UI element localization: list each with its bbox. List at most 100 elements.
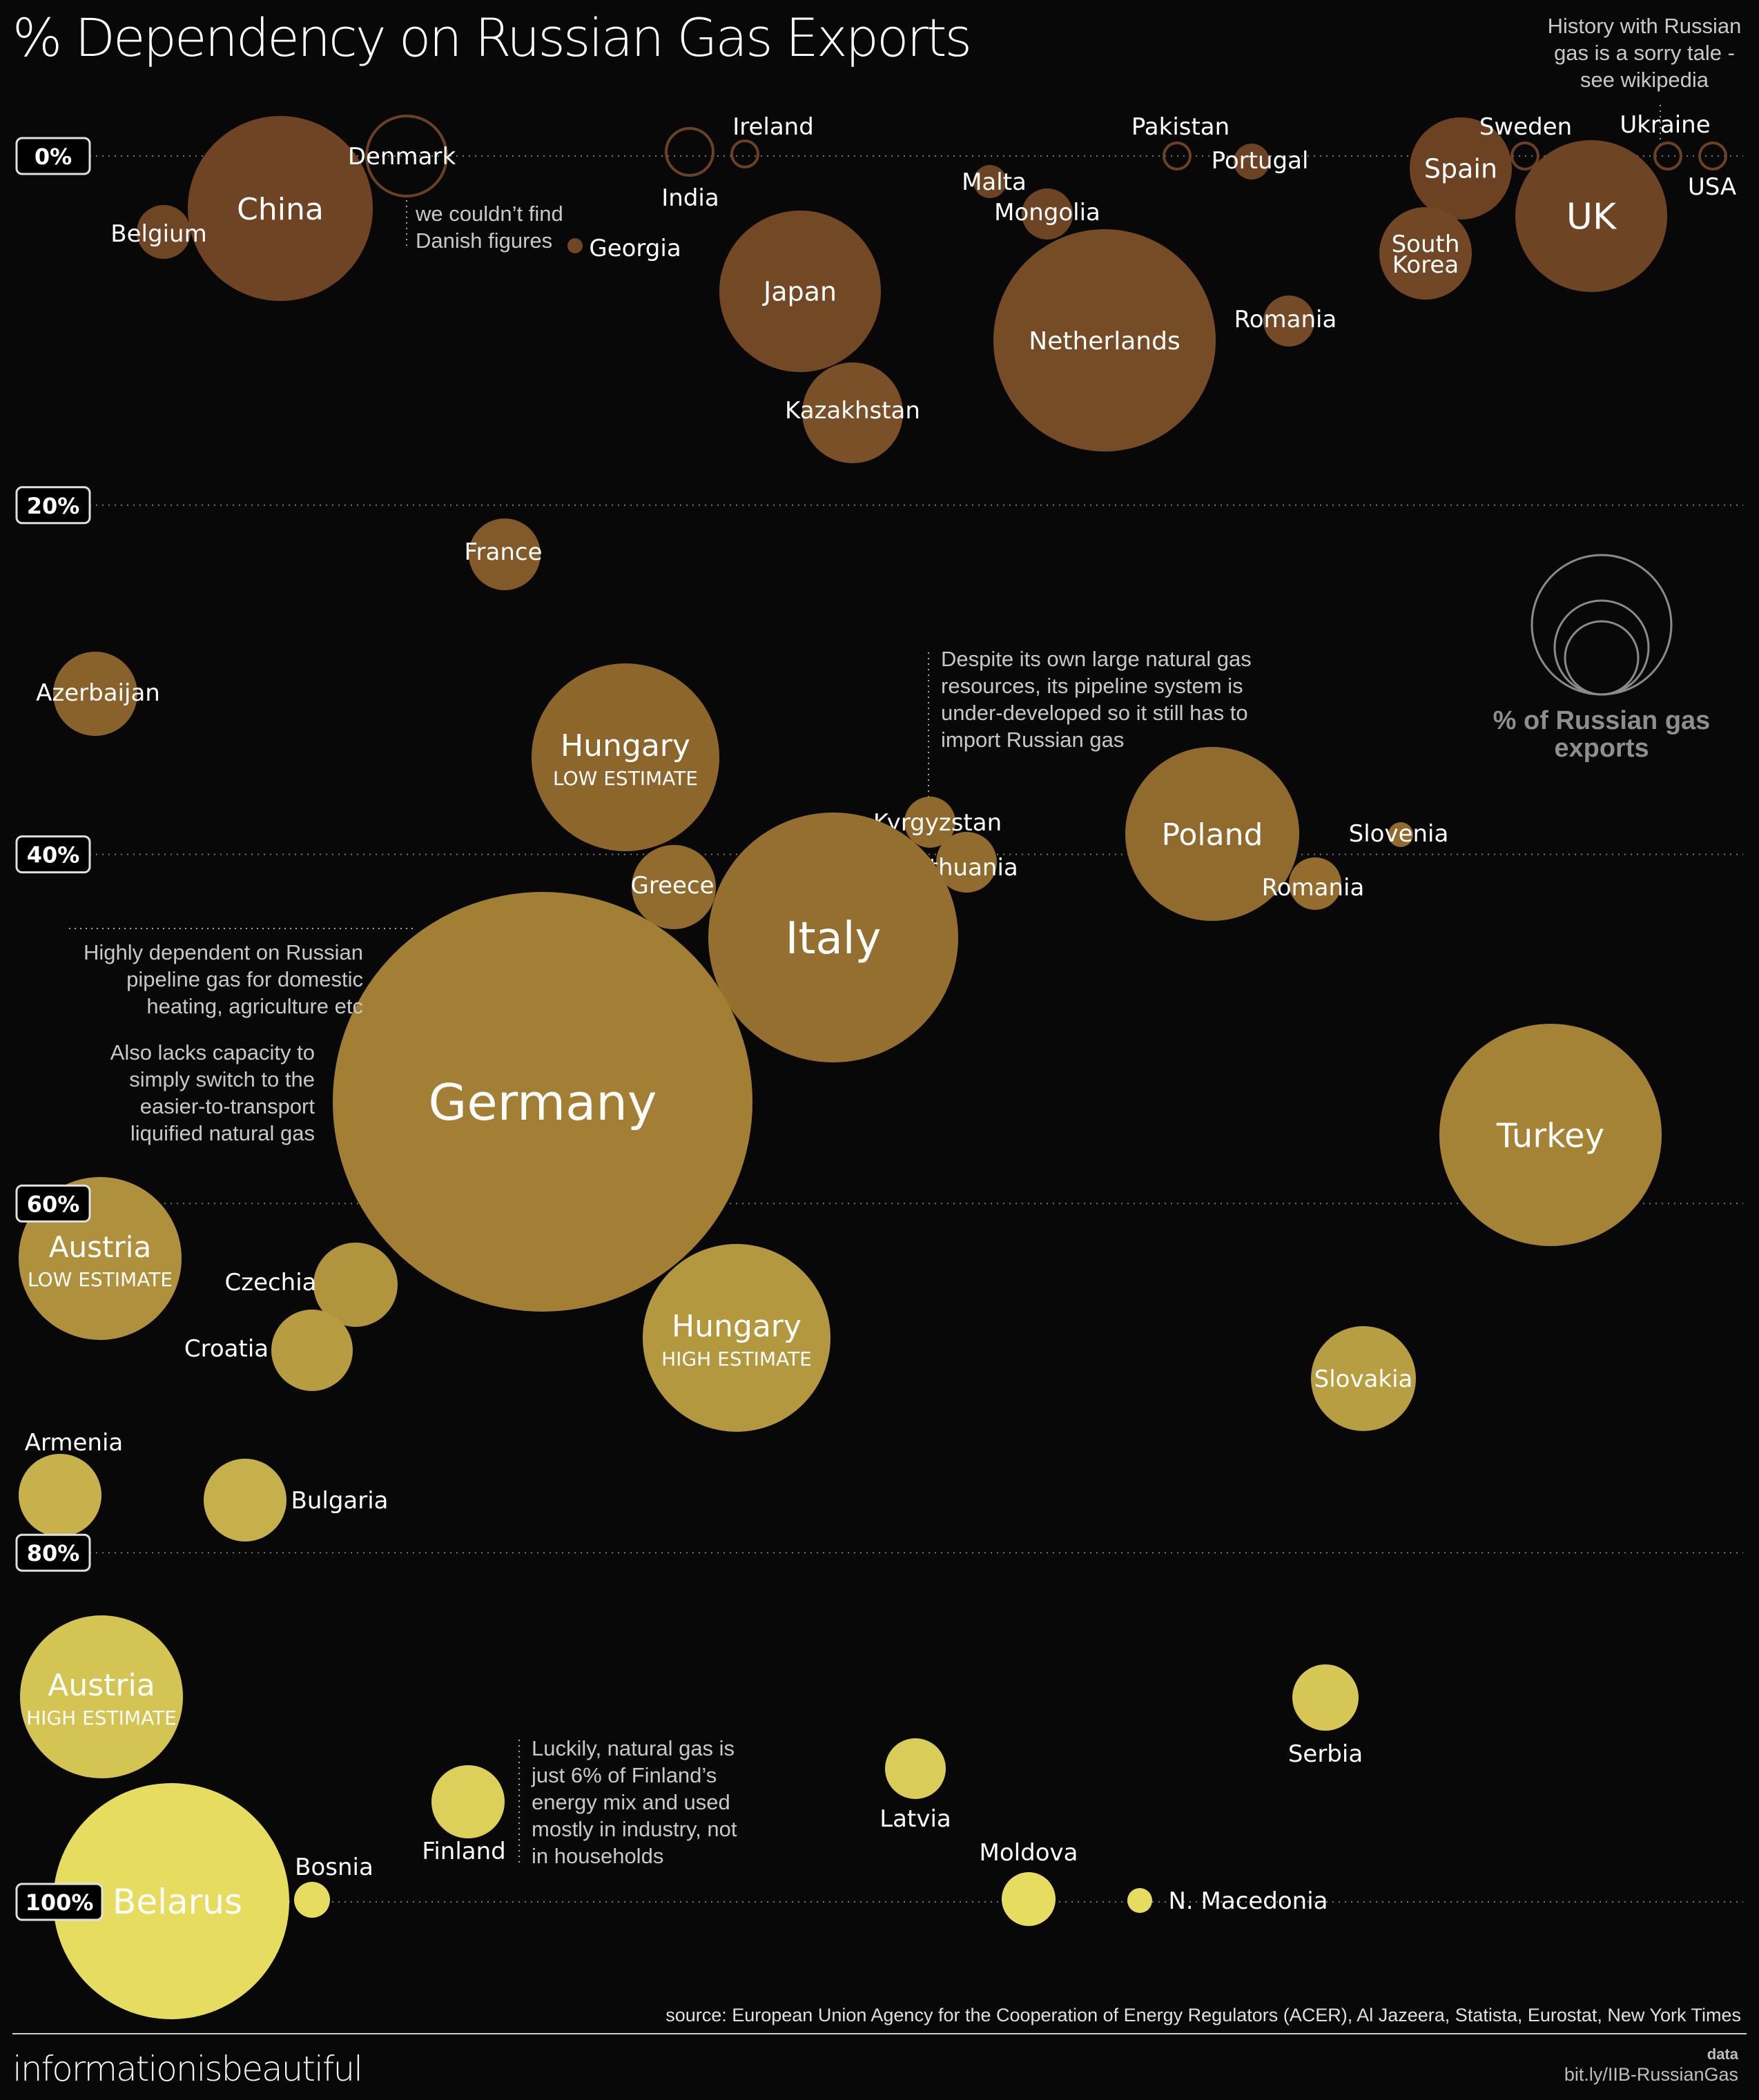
bubble-italy: Italy — [708, 813, 958, 1062]
bubble-moldova: Moldova — [980, 1839, 1078, 1926]
bubble-label: China — [237, 192, 324, 227]
bubble-mark — [719, 211, 881, 372]
bubble-bulgaria: Bulgaria — [204, 1459, 389, 1542]
bubble-label: Czechia — [224, 1269, 316, 1296]
bubble-croatia: Croatia — [184, 1310, 353, 1391]
bubble-label: Austria — [48, 1668, 155, 1703]
bubble-india: India — [661, 127, 719, 212]
bubble-mark — [1002, 1872, 1056, 1926]
bubble-mark — [294, 1882, 330, 1918]
bubble-n-macedonia: N. Macedonia — [1127, 1887, 1328, 1915]
bubble-label: Latvia — [880, 1805, 951, 1833]
data-link[interactable]: bit.ly/IIB-RussianGas — [1564, 2064, 1738, 2085]
bubble-label: UK — [1566, 197, 1617, 238]
bubble-mark — [204, 1459, 286, 1542]
bubble-label: Netherlands — [1029, 327, 1180, 356]
y-tick-label: 20% — [27, 493, 80, 519]
data-label: data — [1707, 2045, 1738, 2063]
bubble-mark — [365, 115, 448, 197]
bubble-mark — [469, 518, 541, 590]
bubble-label: Serbia — [1288, 1740, 1363, 1768]
bubble-label: Germany — [429, 1073, 657, 1131]
bubble-sweden: Sweden — [1479, 113, 1572, 171]
bubble-label: Kazakhstan — [785, 397, 920, 425]
bubble-mark — [53, 652, 137, 736]
y-tick-label: 100% — [26, 1889, 94, 1916]
bubble-label: Mongolia — [994, 199, 1100, 226]
bubble-sublabel: HIGH ESTIMATE — [26, 1707, 177, 1729]
bubble-label: N. Macedonia — [1168, 1887, 1328, 1915]
bubble-label: Hungary — [672, 1309, 801, 1344]
bubble-label: Slovakia — [1314, 1365, 1413, 1393]
annotation-denmark: we couldn’t find Danish figures — [416, 202, 563, 253]
bubble-label: Denmark — [348, 143, 456, 171]
bubble-mark — [1379, 207, 1472, 300]
annotation-poland: Despite its own large natural gas resour… — [941, 647, 1252, 752]
y-tick: 40% — [15, 835, 91, 874]
bubble-mark — [973, 165, 1007, 198]
bubble-label: Hungary — [561, 728, 690, 764]
bubble-mark — [1510, 142, 1539, 171]
bubble-mark — [632, 845, 716, 929]
bubble-mark — [1289, 857, 1341, 910]
bubble-mark — [802, 362, 903, 463]
bubble-label: Belgium — [110, 220, 206, 248]
bubble-mark — [665, 127, 715, 177]
bubble-mark — [271, 1310, 353, 1391]
bubble-mark — [1439, 1024, 1662, 1246]
bubble-austria-high-estimate: Austria HIGH ESTIMATE — [20, 1615, 183, 1778]
bubble-azerbaijan: Azerbaijan — [36, 652, 160, 736]
bubble-label: India — [661, 184, 719, 212]
annotation-germany-1: Highly dependent on Russian pipeline gas… — [84, 940, 363, 1018]
bubble-mark — [20, 1615, 183, 1778]
bubble-mark — [333, 892, 752, 1312]
bubble-label: France — [464, 538, 542, 566]
bubble-japan: Japan — [719, 211, 881, 372]
bubble-label: Japan — [762, 277, 837, 307]
y-tick-badge — [15, 1184, 91, 1223]
bubble-mark — [936, 832, 997, 893]
size-legend-circle — [1553, 599, 1650, 696]
bubble-label: Portugal — [1212, 147, 1309, 175]
bubble-label: Moldova — [980, 1839, 1078, 1867]
bubble-czechia: Czechia — [224, 1243, 398, 1327]
bubble-turkey: Turkey — [1439, 1024, 1662, 1246]
bubble-mark — [313, 1243, 398, 1327]
bubble-mark — [1263, 295, 1314, 347]
bubble-uk: UK — [1515, 140, 1667, 292]
y-tick: 60% — [15, 1184, 91, 1223]
bubble-label: Ireland — [732, 113, 814, 141]
bubble-slovenia: Slovenia — [1349, 820, 1449, 848]
bubble-kazakhstan: Kazakhstan — [785, 362, 920, 463]
bubble-belarus: Belarus — [53, 1783, 289, 2019]
bubble-ireland: Ireland — [730, 113, 814, 168]
bubble-mark — [1698, 142, 1727, 171]
bubble-mark — [993, 229, 1216, 451]
y-tick-label: 80% — [27, 1540, 80, 1566]
bubble-hungary-high-estimate: Hungary HIGH ESTIMATE — [643, 1244, 830, 1432]
bubble-armenia: Armenia — [19, 1429, 123, 1537]
bubble-kyrgyzstan: Kyrgyzstan — [873, 797, 1002, 848]
annotation-finland: Luckily, natural gas is just 6% of Finla… — [532, 1736, 737, 1868]
footer-divider — [12, 2033, 1747, 2034]
bubble-label: Azerbaijan — [36, 679, 160, 707]
y-tick-badge — [15, 1883, 104, 1921]
bubble-germany: Germany — [333, 892, 752, 1312]
bubble-slovakia: Slovakia — [1311, 1326, 1416, 1431]
bubble-label: Turkey — [1496, 1116, 1604, 1155]
size-legend-circle — [1530, 554, 1673, 696]
bubble-france: France — [464, 518, 543, 590]
bubble-spain: Spain — [1410, 117, 1512, 220]
y-tick-badge — [15, 1533, 91, 1572]
bubble-mark — [730, 139, 759, 168]
annotation-sweden: History with Russian gas is a sorry tale… — [1547, 14, 1742, 92]
bubble-mark — [708, 813, 958, 1062]
y-tick-badge — [15, 835, 91, 874]
bubble-label-line2: Korea — [1392, 251, 1459, 279]
bubble-poland: Poland — [1125, 747, 1299, 921]
bubble-malta: Malta — [962, 165, 1027, 198]
bubble-label: Italy — [786, 913, 882, 964]
